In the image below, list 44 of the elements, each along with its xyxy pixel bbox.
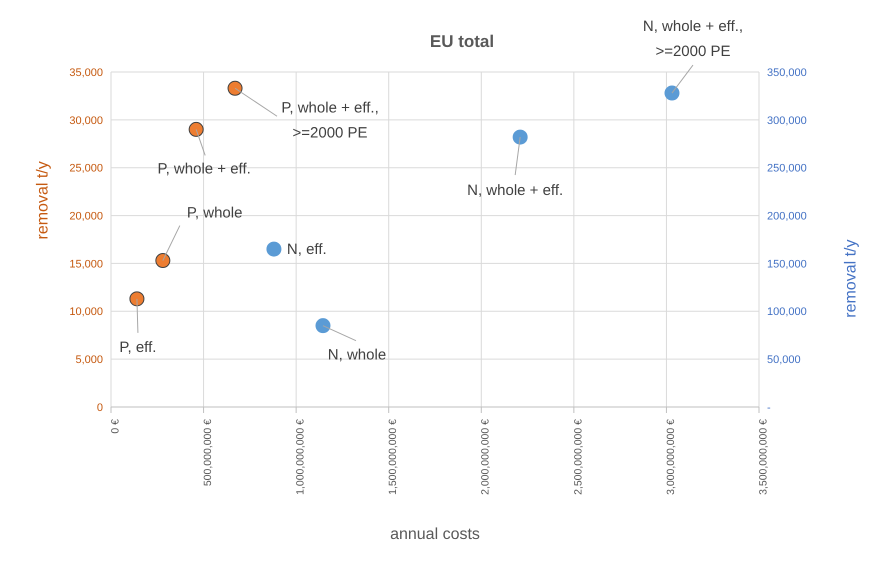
- text: P, eff.: [119, 338, 156, 356]
- y2-tick-label: 200,000: [767, 210, 807, 222]
- y2-tick-label: 50,000: [767, 354, 801, 366]
- y-tick-label: 20,000: [69, 210, 103, 222]
- y2-tick-label: -: [767, 402, 771, 414]
- y2-tick-label: 100,000: [767, 306, 807, 318]
- y-tick-label: 35,000: [69, 66, 103, 79]
- text: N, whole + eff.: [467, 182, 564, 200]
- x-tick-label: 1,500,000,000 €: [387, 418, 400, 495]
- series-label: N, whole: [328, 346, 386, 364]
- x-tick-label: 3,000,000,000 €: [664, 418, 677, 495]
- y2-tick-label: 150,000: [767, 258, 807, 270]
- point: [512, 130, 528, 145]
- y2-tick-label: 350,000: [767, 66, 807, 79]
- y-axis-title: removal t/y: [34, 161, 52, 240]
- point: [315, 318, 330, 334]
- y2-tick-label: 300,000: [767, 114, 807, 127]
- point: [188, 122, 204, 137]
- y2-tick-label: 250,000: [767, 162, 807, 175]
- point: [266, 242, 282, 257]
- point: [155, 253, 170, 268]
- y-tick-label: 5,000: [75, 354, 103, 366]
- x-tick-label: 1,000,000,000 €: [294, 418, 307, 495]
- y-tick-label: 30,000: [69, 114, 103, 127]
- point: [129, 291, 144, 306]
- y-tick-label: 10,000: [69, 306, 103, 318]
- text: P, whole: [186, 204, 242, 222]
- y2-axis-title: removal t/y: [842, 240, 860, 318]
- y-tick-label: 25,000: [69, 162, 103, 175]
- x-tick-label: 2,500,000,000 €: [572, 418, 584, 495]
- y-tick-label: 0: [96, 402, 103, 414]
- x-axis-title: annual costs: [390, 526, 480, 543]
- x-tick-label: 2,000,000,000 €: [480, 418, 492, 495]
- y-tick-label: 15,000: [69, 258, 103, 270]
- x-tick-label: 500,000,000 €: [202, 418, 214, 486]
- chart-title: EU total: [430, 32, 494, 51]
- point: [664, 86, 680, 101]
- x-tick-label: 3,500,000,000 €: [757, 418, 770, 495]
- point: [228, 80, 243, 96]
- text: P, whole + eff.: [158, 160, 251, 178]
- x-tick-label: 0 €: [109, 418, 122, 434]
- series-label: N, eff.: [286, 241, 327, 258]
- text: P, whole + eff., >=2000 PE: [281, 99, 379, 142]
- text: N, whole + eff., >=2000 PE: [642, 18, 744, 60]
